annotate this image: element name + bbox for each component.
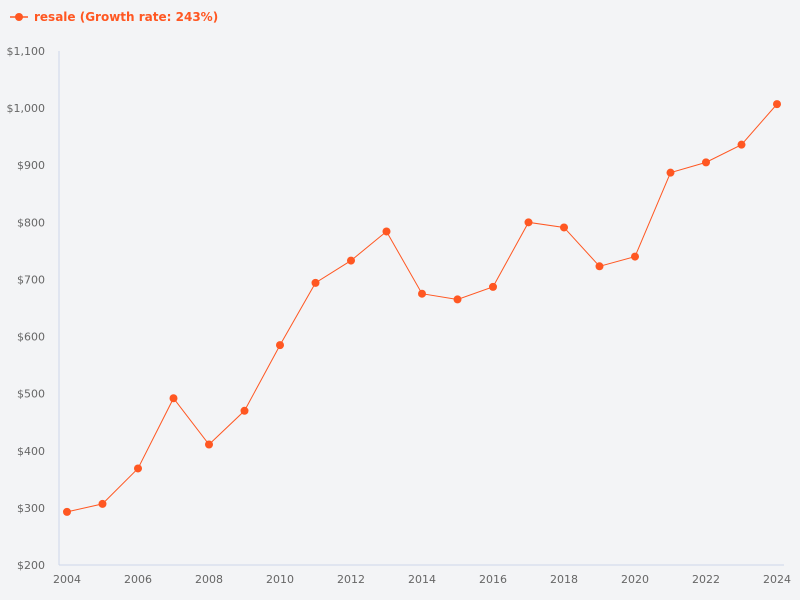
data-point-2021	[666, 168, 675, 177]
data-point-2004	[63, 507, 71, 516]
x-tick-label: 2010	[266, 573, 294, 586]
x-tick-label: 2020	[621, 573, 649, 586]
y-tick-label: $400	[17, 445, 45, 458]
x-tick-label: 2024	[763, 573, 791, 586]
data-point-2015	[453, 295, 462, 304]
data-point-2024	[773, 100, 781, 109]
data-point-2013	[382, 227, 391, 236]
legend-label: resale (Growth rate: 243%)	[34, 10, 219, 24]
x-tick-label: 2014	[408, 573, 436, 586]
legend-marker-icon	[10, 13, 28, 21]
data-point-2012	[347, 256, 355, 265]
x-tick-label: 2008	[195, 573, 223, 586]
y-tick-label: $800	[17, 216, 45, 229]
data-point-2016	[489, 282, 497, 291]
y-tick-label: $600	[17, 331, 45, 344]
data-point-2020	[631, 252, 639, 261]
data-point-2018	[560, 223, 568, 232]
x-tick-label: 2012	[337, 573, 365, 586]
y-tick-label: $300	[17, 502, 45, 515]
data-point-2006	[134, 464, 142, 473]
data-point-2014	[418, 289, 426, 298]
y-tick-label: $1,000	[7, 102, 46, 115]
x-tick-label: 2018	[550, 573, 578, 586]
y-tick-label: $700	[17, 273, 45, 286]
data-point-2011	[311, 278, 320, 287]
x-tick-label: 2006	[124, 573, 152, 586]
y-tick-label: $500	[17, 388, 45, 401]
x-tick-label: 2016	[479, 573, 507, 586]
y-tick-label: $1,100	[7, 45, 46, 58]
legend[interactable]: resale (Growth rate: 243%)	[10, 10, 218, 24]
data-point-2008	[205, 440, 213, 449]
data-point-2007	[169, 394, 178, 403]
data-point-2023	[737, 140, 746, 149]
data-point-2010	[276, 341, 284, 350]
x-tick-label: 2022	[692, 573, 720, 586]
data-point-2005	[98, 499, 107, 508]
x-tick-label: 2004	[53, 573, 81, 586]
data-point-2017	[524, 218, 533, 227]
y-tick-label: $900	[17, 159, 45, 172]
data-point-2022	[702, 158, 710, 167]
data-point-2009	[240, 406, 249, 415]
y-tick-label: $200	[17, 559, 45, 572]
data-point-2019	[595, 262, 604, 271]
series-line-resale	[66, 103, 778, 513]
